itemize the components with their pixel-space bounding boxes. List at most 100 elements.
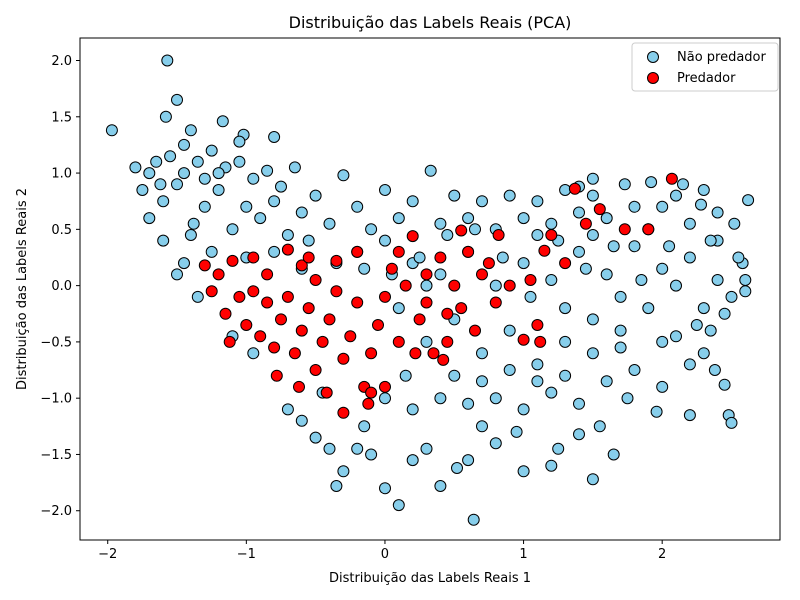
data-point-nao-predador	[586, 172, 599, 185]
data-point-nao-predador	[600, 212, 613, 225]
data-point-nao-predador	[302, 234, 315, 247]
data-point-nao-predador	[379, 482, 391, 495]
data-point-nao-predador	[330, 480, 343, 492]
data-point-nao-predador	[510, 425, 523, 438]
data-point-nao-predador	[392, 302, 405, 315]
data-point-predador	[579, 217, 592, 230]
data-point-nao-predador	[628, 364, 641, 376]
data-point-predador	[261, 296, 274, 309]
data-point-nao-predador	[621, 392, 634, 405]
data-point-nao-predador	[469, 223, 481, 236]
data-point-nao-predador	[129, 161, 142, 174]
data-point-predador	[270, 369, 283, 382]
y-axis: −2.0 −1.5 −1.0 −0.5 0.0 0.5 1.0 1.5 2.0	[40, 54, 80, 519]
data-point-nao-predador	[216, 115, 229, 128]
data-point-nao-predador	[489, 279, 502, 292]
data-point-nao-predador	[295, 206, 308, 219]
data-point-predador	[316, 335, 329, 348]
data-point-nao-predador	[462, 212, 475, 225]
legend-label-predador: Predador	[677, 71, 736, 86]
data-point-nao-predador	[614, 324, 627, 337]
y-tick-label: 2.0	[51, 54, 72, 69]
y-tick-label: −1.5	[40, 448, 72, 463]
data-point-nao-predador	[240, 200, 253, 213]
data-point-predador	[295, 324, 308, 337]
data-point-predador	[545, 229, 558, 241]
data-point-nao-predador	[392, 499, 405, 512]
data-point-nao-predador	[157, 234, 170, 247]
data-point-nao-predador	[586, 229, 599, 241]
data-point-predador	[275, 313, 287, 326]
data-point-nao-predador	[517, 212, 530, 225]
data-point-nao-predador	[178, 257, 190, 270]
data-point-nao-predador	[424, 164, 437, 177]
data-point-nao-predador	[392, 212, 405, 225]
data-point-predador	[226, 254, 239, 267]
data-point-nao-predador	[489, 437, 502, 450]
data-point-nao-predador	[683, 358, 696, 371]
data-point-nao-predador	[642, 302, 655, 315]
x-tick-label: 2	[658, 547, 666, 562]
data-point-nao-predador	[462, 454, 475, 467]
data-point-nao-predador	[545, 386, 558, 399]
data-point-predador	[441, 335, 454, 348]
data-point-predador	[568, 182, 581, 195]
data-point-nao-predador	[496, 251, 509, 264]
data-point-nao-predador	[178, 138, 190, 151]
data-point-nao-predador	[281, 403, 294, 416]
data-point-predador	[642, 223, 655, 236]
data-point-nao-predador	[191, 155, 204, 168]
data-point-nao-predador	[171, 178, 183, 191]
data-point-nao-predador	[708, 364, 721, 376]
data-point-nao-predador	[159, 110, 172, 123]
data-point-nao-predador	[559, 184, 572, 196]
data-point-nao-predador	[545, 274, 558, 286]
y-tick-label: 1.0	[51, 167, 72, 182]
data-point-nao-predador	[337, 169, 350, 182]
data-point-nao-predador	[171, 268, 183, 281]
data-point-nao-predador	[448, 369, 461, 382]
data-point-nao-predador	[434, 480, 447, 492]
data-point-nao-predador	[677, 178, 689, 191]
data-point-nao-predador	[451, 462, 463, 474]
data-point-nao-predador	[531, 195, 544, 208]
data-point-nao-predador	[650, 405, 663, 418]
data-point-predador	[420, 268, 433, 281]
data-point-nao-predador	[351, 442, 364, 455]
data-point-nao-predador	[205, 144, 218, 157]
data-point-predador	[362, 397, 375, 410]
data-point-nao-predador	[379, 234, 391, 247]
data-point-predador	[469, 324, 481, 337]
data-point-predador	[337, 406, 350, 419]
data-point-nao-predador	[268, 245, 281, 258]
data-point-predador	[240, 319, 253, 331]
data-point-predador	[219, 307, 232, 320]
data-point-nao-predador	[579, 262, 592, 275]
data-point-nao-predador	[739, 285, 752, 298]
data-point-nao-predador	[379, 392, 391, 405]
data-point-nao-predador	[365, 223, 378, 236]
data-point-nao-predador	[467, 513, 480, 526]
data-point-predador	[281, 243, 294, 256]
data-point-predador	[524, 274, 537, 286]
data-point-predador	[337, 352, 350, 365]
legend-box	[631, 42, 779, 92]
data-point-nao-predador	[697, 184, 710, 196]
data-point-predador	[455, 224, 468, 237]
data-point-nao-predador	[573, 206, 585, 219]
data-point-nao-predador	[226, 223, 239, 236]
data-point-nao-predador	[406, 403, 419, 416]
data-point-predador	[365, 347, 378, 360]
data-point-nao-predador	[607, 448, 620, 461]
x-tick-label: −1	[237, 547, 256, 562]
data-point-predador	[293, 380, 305, 393]
data-point-nao-predador	[586, 189, 599, 202]
data-point-nao-predador	[150, 155, 163, 168]
data-point-nao-predador	[600, 375, 613, 388]
data-point-predador	[344, 330, 357, 343]
data-point-nao-predador	[683, 409, 696, 422]
data-point-nao-predador	[462, 397, 475, 410]
y-tick-label: −1.0	[40, 392, 72, 407]
data-point-nao-predador	[161, 54, 174, 67]
data-point-nao-predador	[670, 330, 682, 343]
